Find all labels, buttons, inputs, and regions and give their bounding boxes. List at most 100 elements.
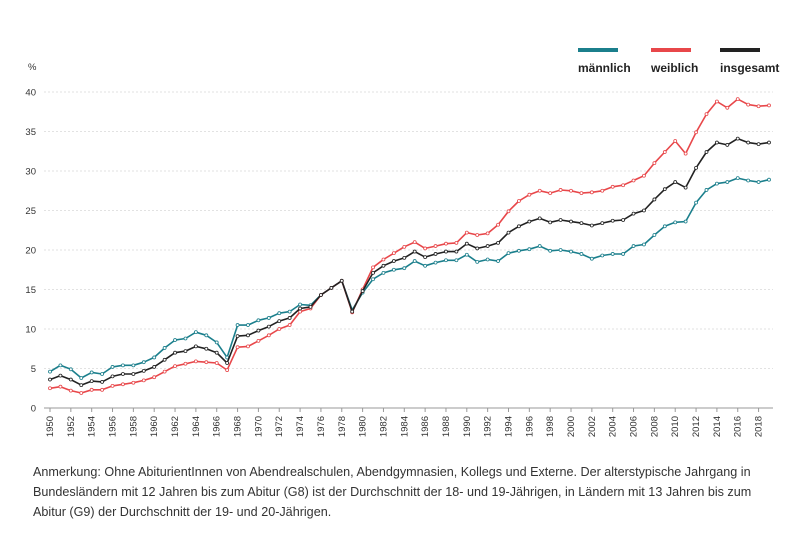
data-point[interactable] [360,289,365,293]
data-point[interactable] [610,184,615,189]
data-point[interactable] [673,139,678,143]
data-point[interactable] [454,240,459,245]
data-point[interactable] [589,223,594,228]
data-point[interactable] [79,376,84,380]
data-point[interactable] [589,190,594,195]
data-point[interactable] [746,140,751,145]
data-point[interactable] [714,99,719,104]
data-point[interactable] [391,251,396,256]
data-point[interactable] [381,257,386,262]
data-point[interactable] [235,334,240,339]
data-point[interactable] [193,330,198,335]
data-point[interactable] [485,231,490,236]
data-point[interactable] [131,380,136,385]
data-point[interactable] [444,241,448,246]
data-point[interactable] [621,252,626,256]
data-point[interactable] [746,102,751,107]
data-point[interactable] [131,363,136,368]
data-point[interactable] [433,252,438,256]
data-point[interactable] [183,361,188,366]
data-point[interactable] [266,333,271,338]
data-point[interactable] [329,286,334,290]
data-point[interactable] [444,249,448,254]
data-point[interactable] [652,233,657,237]
data-point[interactable] [527,247,532,252]
data-point[interactable] [464,252,469,257]
data-point[interactable] [371,277,375,282]
data-point[interactable] [673,220,678,225]
data-point[interactable] [735,136,740,141]
data-point[interactable] [610,252,615,256]
data-point[interactable] [152,365,157,369]
data-point[interactable] [412,240,417,245]
data-point[interactable] [704,150,709,154]
data-point[interactable] [204,346,209,351]
data-point[interactable] [298,302,302,307]
data-point[interactable] [725,180,730,184]
data-point[interactable] [548,220,553,225]
data-point[interactable] [110,374,115,379]
data-point[interactable] [527,219,532,224]
data-point[interactable] [339,278,344,283]
data-point[interactable] [58,373,63,378]
data-point[interactable] [371,271,375,275]
data-point[interactable] [496,240,500,245]
data-point[interactable] [517,199,521,203]
data-point[interactable] [48,386,52,391]
data-point[interactable] [579,252,584,256]
data-point[interactable] [621,218,626,222]
data-point[interactable] [642,208,646,213]
data-point[interactable] [235,345,240,350]
data-point[interactable] [183,336,188,341]
data-point[interactable] [225,361,230,365]
data-point[interactable] [610,218,615,223]
data-point[interactable] [277,319,282,324]
data-point[interactable] [100,372,105,376]
data-point[interactable] [517,248,521,253]
data-point[interactable] [673,180,678,184]
data-point[interactable] [141,360,146,365]
data-point[interactable] [433,244,438,248]
data-point[interactable] [558,248,563,252]
data-point[interactable] [631,178,636,183]
data-point[interactable] [89,370,94,375]
data-point[interactable] [704,112,709,117]
data-point[interactable] [683,219,688,224]
data-point[interactable] [475,246,480,251]
data-point[interactable] [662,187,667,192]
data-point[interactable] [89,387,94,392]
data-point[interactable] [735,176,740,181]
data-point[interactable] [350,309,355,314]
data-point[interactable] [277,311,282,316]
data-point[interactable] [402,244,407,249]
data-point[interactable] [68,388,73,393]
data-point[interactable] [423,255,428,260]
data-point[interactable] [756,104,761,109]
data-point[interactable] [173,364,177,369]
data-point[interactable] [725,143,730,147]
data-point[interactable] [621,183,626,188]
data-point[interactable] [454,249,459,254]
data-point[interactable] [412,259,417,263]
data-point[interactable] [558,218,563,222]
data-point[interactable] [141,368,146,373]
data-point[interactable] [579,191,584,196]
data-point[interactable] [141,378,146,383]
data-point[interactable] [58,363,63,368]
data-point[interactable] [569,219,573,224]
data-point[interactable] [152,355,157,360]
data-point[interactable] [517,224,521,229]
data-point[interactable] [79,391,84,395]
data-point[interactable] [423,263,428,268]
data-point[interactable] [308,304,313,309]
data-point[interactable] [131,372,136,376]
data-point[interactable] [600,188,605,193]
data-point[interactable] [569,249,573,254]
data-point[interactable] [662,224,667,229]
data-point[interactable] [683,151,688,156]
data-point[interactable] [631,244,636,248]
data-point[interactable] [548,191,553,196]
data-point[interactable] [652,161,657,166]
data-point[interactable] [464,230,469,235]
data-point[interactable] [444,258,448,263]
